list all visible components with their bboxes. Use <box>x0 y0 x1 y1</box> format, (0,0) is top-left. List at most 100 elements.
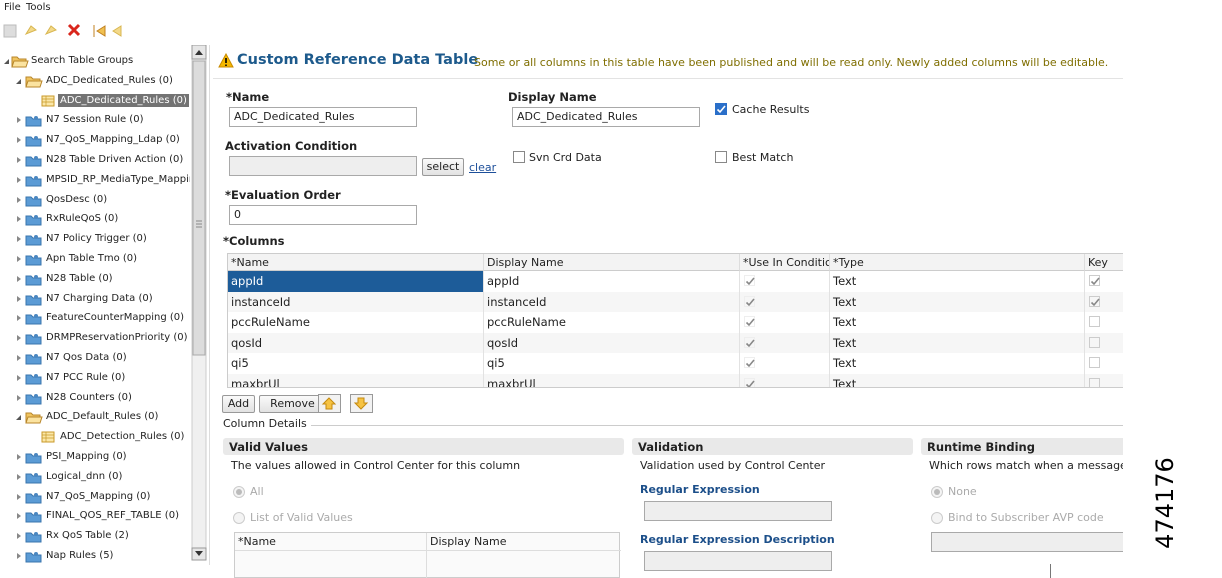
best-match-label: Best Match <box>732 151 794 164</box>
display-name-input[interactable]: ADC_Dedicated_Rules <box>512 107 700 127</box>
name-label: *Name <box>226 90 270 104</box>
tree-label: Nap Rules (5) <box>46 550 114 561</box>
best-match-checkbox[interactable] <box>715 151 727 163</box>
divider <box>209 45 210 565</box>
select-button[interactable]: select <box>422 158 464 176</box>
tree-label: N7 Policy Trigger (0) <box>46 233 147 245</box>
table-cell: pccRuleName <box>228 312 484 333</box>
tree-item[interactable]: N7_QoS_Mapping_Ldap (0) <box>0 132 190 148</box>
radio-list[interactable] <box>233 512 245 524</box>
first-icon[interactable] <box>93 25 106 37</box>
table-cell <box>1085 291 1123 312</box>
copy-icon[interactable] <box>44 25 57 36</box>
tree-item[interactable]: MPSID_RP_MediaType_Mapping <box>0 172 190 188</box>
radio-bind[interactable] <box>931 512 943 524</box>
delete-icon[interactable] <box>67 23 81 37</box>
tree-label: N7 Charging Data (0) <box>46 292 153 304</box>
tree-label: ADC_Detection_Rules (0) <box>60 431 185 443</box>
check-mark <box>745 359 755 368</box>
tree-item[interactable]: FeatureCounterMapping (0) <box>0 310 190 326</box>
tree-item[interactable]: QosDesc (0) <box>0 192 190 208</box>
radio-none[interactable] <box>931 486 943 498</box>
menu-file[interactable]: File <box>4 2 21 13</box>
activation-input <box>229 156 417 176</box>
tree-item[interactable]: Apn Table Tmo (0) <box>0 251 190 267</box>
tree-item[interactable]: Logical_dnn (0) <box>0 469 190 485</box>
tree-item[interactable]: N7 PCC Rule (0) <box>0 370 190 386</box>
tree-item[interactable]: PSI_Mapping (0) <box>0 449 190 465</box>
menu-tools[interactable]: Tools <box>26 2 51 13</box>
tree-icons <box>17 393 42 405</box>
svn-checkbox[interactable] <box>513 151 525 163</box>
cell-checkbox <box>744 357 755 368</box>
evaluation-input[interactable]: 0 <box>229 205 417 225</box>
header-rule <box>213 78 1123 79</box>
tree-item[interactable]: ADC_Default_Rules (0) <box>0 409 190 425</box>
check-mark <box>745 277 755 286</box>
regex-label: Regular Expression <box>640 483 760 496</box>
tree-item[interactable]: N28 Table Driven Action (0) <box>0 152 190 168</box>
table-cell: Text <box>830 271 1085 292</box>
valid-values-table: *Name Display Name <box>234 532 621 578</box>
tree-item[interactable]: Rx QoS Table (2) <box>0 528 190 544</box>
tree-item[interactable]: N7 Qos Data (0) <box>0 350 190 366</box>
tree-item[interactable]: FINAL_QOS_REF_TABLE (0) <box>0 508 190 524</box>
table-cell: qi5 <box>484 353 740 374</box>
tree-label: ADC_Dedicated_Rules (0) <box>58 93 189 107</box>
tree-scrollbar[interactable] <box>191 45 209 565</box>
tree-item[interactable]: ADC_Dedicated_Rules (0) <box>0 93 190 109</box>
table-cell <box>1085 312 1123 333</box>
cell-checkbox <box>744 316 755 327</box>
figure-id: 474176 <box>1151 457 1179 549</box>
radio-all[interactable] <box>233 486 245 498</box>
tree-item[interactable]: ADC_Detection_Rules (0) <box>0 429 190 445</box>
tree-item[interactable]: Search Table Groups <box>0 53 190 69</box>
evaluation-label: *Evaluation Order <box>225 188 341 202</box>
tree-label: FINAL_QOS_REF_TABLE (0) <box>46 510 179 522</box>
tree-label: Rx QoS Table (2) <box>46 530 129 542</box>
tree-item[interactable]: N28 Table (0) <box>0 271 190 287</box>
save-icon[interactable] <box>3 24 17 38</box>
name-input[interactable]: ADC_Dedicated_Rules <box>229 107 417 127</box>
table-cell: appId <box>228 271 484 292</box>
tree-item[interactable]: N7 Policy Trigger (0) <box>0 231 190 247</box>
remove-button[interactable]: Remove <box>259 395 326 413</box>
tree-item[interactable]: RxRuleQoS (0) <box>0 211 190 227</box>
tree-item[interactable]: Nap Rules (5) <box>0 548 190 564</box>
tree-item[interactable]: N7 Charging Data (0) <box>0 291 190 307</box>
radio-all-label: All <box>250 485 264 498</box>
check-mark <box>1090 297 1100 306</box>
cell-checkbox <box>1089 336 1100 348</box>
tree-label: N7 Qos Data (0) <box>46 352 127 363</box>
tree-label: ADC_Default_Rules (0) <box>46 411 159 423</box>
cache-checkbox[interactable] <box>715 103 727 115</box>
table-cell: instanceId <box>228 291 484 312</box>
back-icon[interactable] <box>112 25 122 37</box>
tree-icons <box>17 156 42 167</box>
runtime-binding-title: Runtime Binding <box>921 438 1123 455</box>
clear-link[interactable]: clear <box>469 161 497 174</box>
move-buttons <box>318 394 373 413</box>
tree-label: N7 PCC Rule (0) <box>46 371 126 383</box>
tree-icons <box>17 354 42 365</box>
table-cell: Text <box>830 291 1085 312</box>
edit-icon[interactable] <box>24 25 37 36</box>
tree-item[interactable]: N28 Counters (0) <box>0 390 190 406</box>
radio-list-label: List of Valid Values <box>250 511 353 524</box>
vv-header-name: *Name <box>238 535 276 548</box>
editor-panel: Custom Reference Data Table Some or all … <box>213 45 1123 578</box>
tree-label: Search Table Groups <box>31 55 134 66</box>
vv-header-display: Display Name <box>430 535 507 548</box>
tree-item[interactable]: ADC_Dedicated_Rules (0) <box>0 73 190 89</box>
tree-item[interactable]: N7_QoS_Mapping (0) <box>0 489 190 505</box>
tree-icons <box>17 552 42 563</box>
table-cell <box>1085 353 1123 374</box>
tree-icons <box>17 294 42 306</box>
tree-item[interactable]: DRMPReservationPriority (0) <box>0 330 190 346</box>
tree-item[interactable]: N7 Session Rule (0) <box>0 112 190 128</box>
valid-values-description: The values allowed in Control Center for… <box>231 459 521 472</box>
tree-label: QosDesc (0) <box>46 193 108 205</box>
tree-icons <box>17 235 42 246</box>
table-cell: Text <box>830 353 1085 374</box>
add-button[interactable]: Add <box>222 395 255 413</box>
